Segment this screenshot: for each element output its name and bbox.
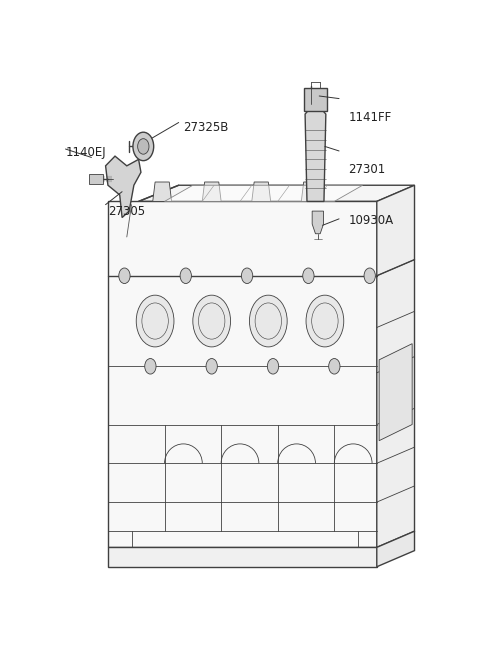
Circle shape	[329, 358, 340, 374]
Polygon shape	[165, 185, 362, 201]
Polygon shape	[202, 182, 221, 201]
Circle shape	[306, 295, 344, 347]
Polygon shape	[301, 182, 320, 201]
Circle shape	[364, 268, 375, 284]
Text: 1140EJ: 1140EJ	[65, 147, 106, 159]
Text: 1141FF: 1141FF	[348, 111, 392, 124]
Circle shape	[193, 295, 230, 347]
Polygon shape	[89, 174, 103, 184]
Polygon shape	[305, 107, 326, 201]
Circle shape	[250, 295, 287, 347]
Circle shape	[303, 268, 314, 284]
Circle shape	[241, 268, 253, 284]
Circle shape	[206, 358, 217, 374]
Polygon shape	[252, 182, 271, 201]
Circle shape	[138, 139, 149, 154]
Text: 27325B: 27325B	[183, 121, 229, 134]
Circle shape	[133, 132, 154, 160]
Text: 27301: 27301	[348, 162, 386, 176]
Polygon shape	[108, 548, 377, 567]
Polygon shape	[377, 531, 415, 567]
Circle shape	[119, 268, 130, 284]
Polygon shape	[108, 201, 377, 548]
Circle shape	[145, 358, 156, 374]
Polygon shape	[139, 185, 415, 201]
Circle shape	[267, 358, 279, 374]
Polygon shape	[304, 88, 327, 111]
Circle shape	[136, 295, 174, 347]
Polygon shape	[377, 185, 415, 548]
Polygon shape	[106, 156, 141, 217]
Polygon shape	[312, 211, 324, 234]
Polygon shape	[153, 182, 172, 201]
Text: 27305: 27305	[108, 204, 145, 217]
Circle shape	[180, 268, 192, 284]
Polygon shape	[379, 344, 412, 441]
Polygon shape	[305, 92, 316, 104]
Text: 10930A: 10930A	[348, 214, 394, 227]
